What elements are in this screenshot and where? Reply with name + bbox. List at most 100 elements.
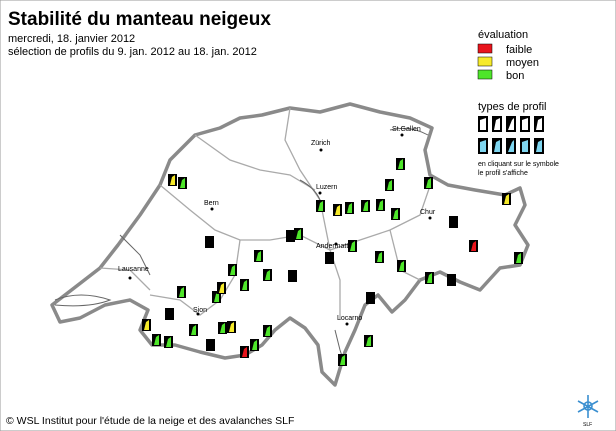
profile-symbol[interactable] — [385, 179, 394, 191]
profile-symbol[interactable] — [142, 319, 151, 331]
profile-symbol[interactable] — [177, 286, 186, 298]
profile-symbol[interactable] — [250, 339, 259, 351]
legend-label: moyen — [506, 57, 539, 69]
city-dots — [128, 133, 432, 326]
profile-symbol[interactable] — [240, 346, 249, 358]
profile-symbol[interactable] — [447, 274, 456, 286]
profile-symbol[interactable] — [263, 325, 272, 337]
profile-symbol[interactable] — [333, 204, 342, 216]
profile-symbol[interactable] — [396, 158, 405, 170]
profile-symbol[interactable] — [178, 177, 187, 189]
profile-symbol[interactable] — [206, 339, 215, 351]
profile-symbol-body — [449, 216, 458, 228]
lakes — [54, 127, 429, 366]
profile-symbol-rating — [387, 180, 392, 190]
profile-symbol-rating — [191, 325, 196, 335]
profile-symbol[interactable] — [449, 216, 458, 228]
profile-symbol[interactable] — [469, 240, 478, 252]
profile-symbol[interactable] — [218, 322, 227, 334]
profile-symbol[interactable] — [288, 270, 297, 282]
legend-title: évaluation — [478, 29, 528, 41]
city-label: Lausanne — [118, 266, 149, 273]
profile-symbol[interactable] — [165, 308, 174, 320]
country-outline — [50, 102, 530, 387]
profile-type-shape — [494, 118, 500, 130]
profile-symbol[interactable] — [263, 269, 272, 281]
profile-symbol[interactable] — [364, 335, 373, 347]
city-label: Chur — [420, 209, 436, 216]
profile-note: le profil s'affiche — [478, 170, 528, 177]
profile-symbol-rating — [242, 280, 247, 290]
profile-symbol[interactable] — [514, 252, 523, 264]
legend-swatch — [477, 69, 493, 80]
profile-symbol-body — [447, 274, 456, 286]
profile-type-shape — [494, 140, 500, 152]
profile-symbol[interactable] — [152, 334, 161, 346]
title: Stabilité du manteau neigeux — [8, 9, 271, 30]
profile-symbol-rating — [504, 194, 509, 204]
logo-label: SLF — [583, 422, 592, 428]
profile-symbol-rating — [230, 265, 235, 275]
profile-symbol-rating — [350, 241, 355, 251]
profile-type-shape — [536, 140, 542, 152]
profile-type-shape — [480, 118, 486, 130]
legend-swatch — [477, 43, 493, 54]
profile-symbol[interactable] — [286, 230, 295, 242]
profile-symbol[interactable] — [375, 251, 384, 263]
profile-symbol[interactable] — [348, 240, 357, 252]
city-label: St.Gallen — [392, 126, 421, 133]
profile-symbol[interactable] — [316, 200, 325, 212]
profile-symbol-rating — [377, 252, 382, 262]
profile-symbol-rating — [220, 323, 225, 333]
profile-symbol[interactable] — [168, 174, 177, 186]
profile-symbol[interactable] — [361, 200, 370, 212]
city-label: Luzern — [316, 184, 338, 191]
profile-symbol[interactable] — [345, 202, 354, 214]
profile-symbol[interactable] — [424, 177, 433, 189]
profile-symbol[interactable] — [391, 208, 400, 220]
profile-symbol[interactable] — [164, 336, 173, 348]
profile-symbol-rating — [318, 201, 323, 211]
profile-symbol-rating — [219, 283, 224, 293]
profile-symbol[interactable] — [397, 260, 406, 272]
selection: sélection de profils du 9. jan. 2012 au … — [8, 46, 257, 58]
profile-type-shape — [522, 118, 528, 130]
profile-symbol[interactable] — [376, 199, 385, 211]
profile-symbol-rating — [252, 340, 257, 350]
profile-symbol-rating — [214, 292, 219, 302]
footer: © WSL Institut pour l'étude de la neige … — [6, 415, 294, 427]
profile-symbol[interactable] — [205, 236, 214, 248]
profile-symbol-rating — [170, 175, 175, 185]
profile-symbol[interactable] — [217, 282, 226, 294]
profile-symbol-rating — [242, 347, 247, 357]
profile-symbol-body — [206, 339, 215, 351]
city-label: Zürich — [311, 140, 331, 147]
profile-symbol[interactable] — [425, 272, 434, 284]
profile-symbol[interactable] — [227, 321, 236, 333]
profile-symbol[interactable] — [254, 250, 263, 262]
profile-symbol-body — [286, 230, 295, 242]
profile-symbol-rating — [144, 320, 149, 330]
profile-symbol[interactable] — [325, 252, 334, 264]
profile-symbol-rating — [366, 336, 371, 346]
profile-symbol-rating — [256, 251, 261, 261]
profile-type-icons — [478, 116, 544, 154]
profile-symbol-rating — [340, 355, 345, 365]
profile-symbol-rating — [516, 253, 521, 263]
profile-symbol[interactable] — [240, 279, 249, 291]
legend-label: bon — [506, 70, 524, 82]
profile-symbol[interactable] — [502, 193, 511, 205]
profile-symbol[interactable] — [294, 228, 303, 240]
legend-swatch — [477, 56, 493, 67]
profile-symbol[interactable] — [366, 292, 375, 304]
profile-symbol-body — [205, 236, 214, 248]
profile-symbol-rating — [154, 335, 159, 345]
profile-symbol[interactable] — [189, 324, 198, 336]
profile-symbol-rating — [426, 178, 431, 188]
profile-symbol[interactable] — [338, 354, 347, 366]
profile-symbol[interactable] — [212, 291, 221, 303]
profile-symbol[interactable] — [228, 264, 237, 276]
